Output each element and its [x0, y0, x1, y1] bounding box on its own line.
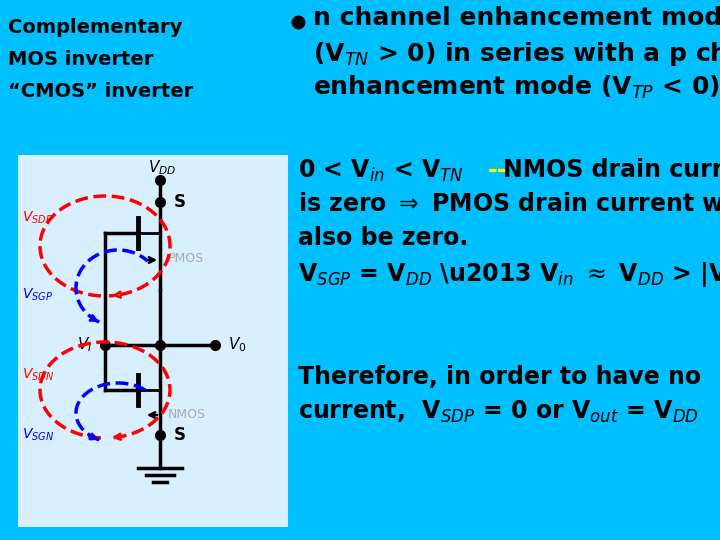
Text: (V$_{TN}$ > 0) in series with a p channel: (V$_{TN}$ > 0) in series with a p channe… [313, 40, 720, 68]
Text: S: S [174, 193, 186, 211]
Text: PMOS: PMOS [168, 252, 204, 265]
Text: $V_{SGP}$: $V_{SGP}$ [22, 287, 53, 303]
Text: enhancement mode (V$_{TP}$ < 0): enhancement mode (V$_{TP}$ < 0) [313, 74, 720, 101]
Text: current,  V$_{SDP}$ = 0 or V$_{out}$ = V$_{DD}$: current, V$_{SDP}$ = 0 or V$_{out}$ = V$… [298, 399, 699, 425]
Text: “CMOS” inverter: “CMOS” inverter [8, 82, 193, 101]
Text: $V_{SDN}$: $V_{SDN}$ [22, 367, 54, 383]
Text: NMOS drain current: NMOS drain current [503, 158, 720, 182]
Text: MOS inverter: MOS inverter [8, 50, 153, 69]
Text: V$_{SGP}$ = V$_{DD}$ \u2013 V$_{in}$ $\approx$ V$_{DD}$ > |V$_{TP}$|: V$_{SGP}$ = V$_{DD}$ \u2013 V$_{in}$ $\a… [298, 260, 720, 289]
Text: Therefore, in order to have no: Therefore, in order to have no [298, 365, 701, 389]
Text: $V_I$: $V_I$ [77, 336, 92, 354]
Text: n channel enhancement mode: n channel enhancement mode [313, 6, 720, 30]
Text: 0 < V$_{in}$ < V$_{TN}$: 0 < V$_{in}$ < V$_{TN}$ [298, 158, 465, 184]
Text: $V_0$: $V_0$ [228, 336, 246, 354]
Text: S: S [174, 426, 186, 444]
Text: NMOS: NMOS [168, 408, 206, 422]
Text: $V_{SGN}$: $V_{SGN}$ [22, 427, 54, 443]
Text: $V_{SDP}$: $V_{SDP}$ [22, 210, 53, 226]
Text: Complementary: Complementary [8, 18, 182, 37]
FancyBboxPatch shape [18, 155, 288, 527]
Text: $V_{DD}$: $V_{DD}$ [148, 159, 176, 177]
Text: also be zero.: also be zero. [298, 226, 468, 250]
Text: --: -- [488, 158, 508, 182]
Text: is zero $\Rightarrow$ PMOS drain current will: is zero $\Rightarrow$ PMOS drain current… [298, 192, 720, 216]
